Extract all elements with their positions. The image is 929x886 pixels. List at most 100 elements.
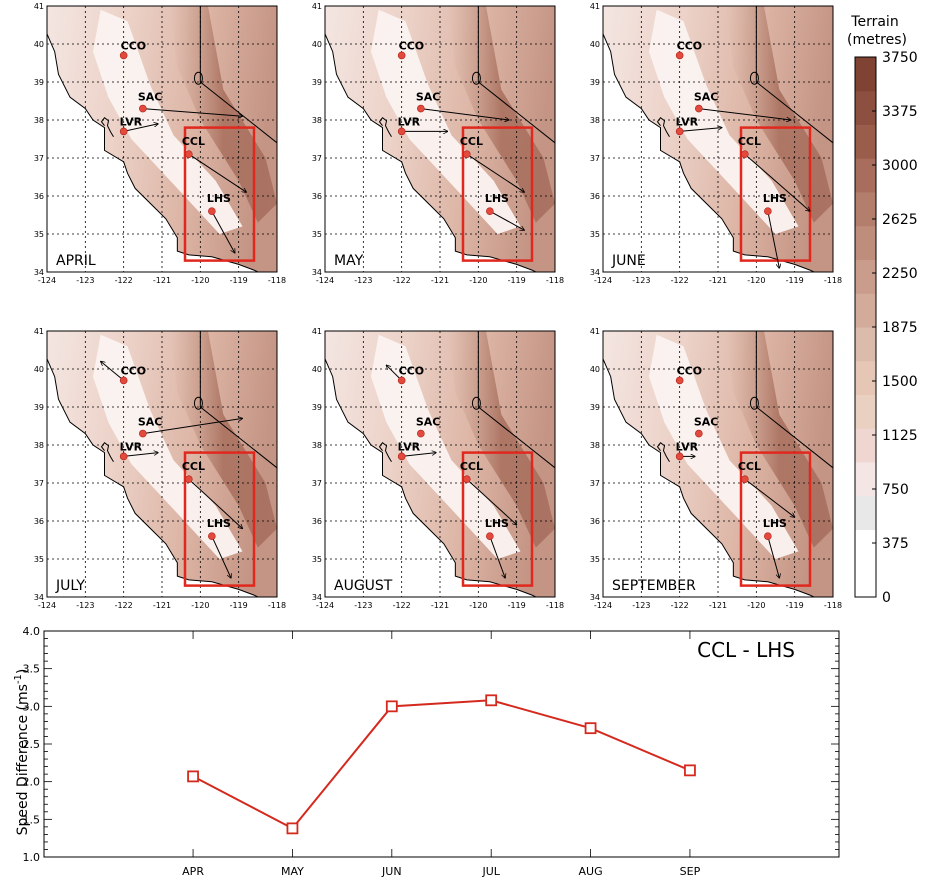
data-point-sep <box>684 764 696 777</box>
lake-tahoe <box>471 396 481 410</box>
map-panel-september: -124 -123 -122 -121 -120 -119 -118 41 40 39 38 37 36… <box>590 327 842 610</box>
map-x-tick: -121 <box>431 601 449 610</box>
x-tick-label: MAY <box>281 865 304 878</box>
sf-bay <box>378 117 392 137</box>
site-marker-lhs <box>764 207 772 215</box>
colorbar-tick: 0 <box>882 590 891 606</box>
y-tick-label: 3.5 <box>23 663 41 676</box>
wind-vector-sac <box>142 108 243 117</box>
site-marker-ccl <box>463 150 471 158</box>
map-x-tick: -118 <box>268 601 286 610</box>
site-marker-ccl <box>463 475 471 484</box>
site-marker-sac <box>139 104 147 113</box>
data-point-jun <box>385 700 398 713</box>
map-frame <box>602 5 834 273</box>
y-tick-label: 1.5 <box>23 813 41 826</box>
wind-vector-lvr <box>123 124 159 132</box>
map-frame <box>46 5 278 273</box>
map-y-tick: 36 <box>590 192 600 201</box>
map-x-tick: -119 <box>786 276 804 285</box>
terrain-shading <box>603 6 833 272</box>
colorbar-tick: 1125 <box>882 428 918 444</box>
map-x-tick: -121 <box>709 276 727 285</box>
map-x-tick: -123 <box>354 601 372 610</box>
y-tick-label: 4.0 <box>23 625 41 638</box>
state-border <box>477 331 555 469</box>
state-border <box>199 6 277 144</box>
site-marker-lvr <box>119 127 128 136</box>
site-label-lhs: LHS <box>207 192 231 205</box>
data-point-jul <box>485 694 498 707</box>
colorbar-band <box>855 124 876 159</box>
colorbar-tick: 3000 <box>882 158 918 174</box>
terrain-colorbar: Terrain(metres)3750337530002625225018751… <box>847 14 918 606</box>
map-x-tick: -122 <box>115 276 133 285</box>
map-x-tick: -122 <box>393 276 411 285</box>
site-marker-sac <box>695 104 703 113</box>
colorbar-band <box>855 563 876 598</box>
data-point-may <box>286 822 299 835</box>
sf-bay <box>656 117 670 137</box>
map-panel-august: -124 -123 -122 -121 -120 -119 -118 41 40 39 38 37 36… <box>312 327 564 610</box>
colorbar-unit: (metres) <box>847 32 907 48</box>
map-y-tick: 38 <box>590 116 600 125</box>
study-region-box <box>183 126 256 262</box>
map-y-tick: 41 <box>34 327 44 336</box>
coastline <box>603 9 815 272</box>
site-label-sac: SAC <box>694 416 719 429</box>
site-label-ccl: CCL <box>460 460 483 473</box>
wind-vector-lhs <box>211 210 235 253</box>
terrain-shading <box>325 6 555 272</box>
site-label-sac: SAC <box>138 416 163 429</box>
wind-vector-lvr <box>401 453 437 457</box>
colorbar-tick: 2625 <box>882 212 918 228</box>
site-label-sac: SAC <box>416 91 441 104</box>
map-x-tick: -124 <box>38 601 56 610</box>
site-label-lhs: LHS <box>763 517 787 530</box>
month-label: SEPTEMBER <box>612 578 696 594</box>
colorbar-band <box>855 192 876 227</box>
site-label-cco: CCO <box>399 364 425 377</box>
terrain-shading <box>325 331 555 597</box>
month-label: MAY <box>334 253 364 269</box>
colorbar-tick: 375 <box>882 536 909 552</box>
map-y-tick: 35 <box>34 555 44 564</box>
wind-vector-sac <box>698 108 791 120</box>
x-tick-label: AUG <box>579 865 603 878</box>
map-y-tick: 35 <box>590 230 600 239</box>
site-label-cco: CCO <box>121 39 146 52</box>
site-label-sac: SAC <box>138 91 163 104</box>
state-border <box>199 331 277 469</box>
colorbar-band <box>855 360 876 395</box>
map-panel-may: -124 -123 -122 -121 -120 -119 -118 41 40 39 38 37 36… <box>312 2 564 285</box>
map-y-tick: 36 <box>34 192 44 201</box>
colorbar-title: Terrain <box>850 14 898 30</box>
map-y-tick: 37 <box>590 479 600 488</box>
map-x-tick: -123 <box>76 601 94 610</box>
coastline <box>47 334 259 597</box>
lake-tahoe <box>471 71 481 85</box>
map-frame <box>602 330 834 598</box>
site-label-lvr: LVR <box>676 115 699 128</box>
colorbar-band <box>855 259 876 294</box>
map-x-tick: -124 <box>316 276 334 285</box>
site-marker-lvr <box>675 127 684 136</box>
map-x-tick: -120 <box>469 601 487 610</box>
map-x-tick: -118 <box>546 601 564 610</box>
map-y-tick: 36 <box>590 517 600 526</box>
map-panel-april: -124 -123 -122 -121 -120 -119 -118 41 40 39 38 37 36… <box>34 2 286 285</box>
map-y-tick: 34 <box>590 268 600 277</box>
wind-vector-lhs <box>767 536 780 578</box>
state-border <box>477 6 555 144</box>
map-x-tick: -121 <box>153 276 171 285</box>
site-label-ccl: CCL <box>182 460 205 473</box>
map-y-tick: 35 <box>590 555 600 564</box>
map-y-tick: 35 <box>312 230 322 239</box>
map-x-tick: -119 <box>230 601 248 610</box>
map-x-tick: -122 <box>115 601 133 610</box>
state-border <box>755 6 833 144</box>
site-marker-sac <box>695 429 703 438</box>
wind-vector-lhs <box>211 535 231 578</box>
data-point-apr <box>187 770 199 783</box>
